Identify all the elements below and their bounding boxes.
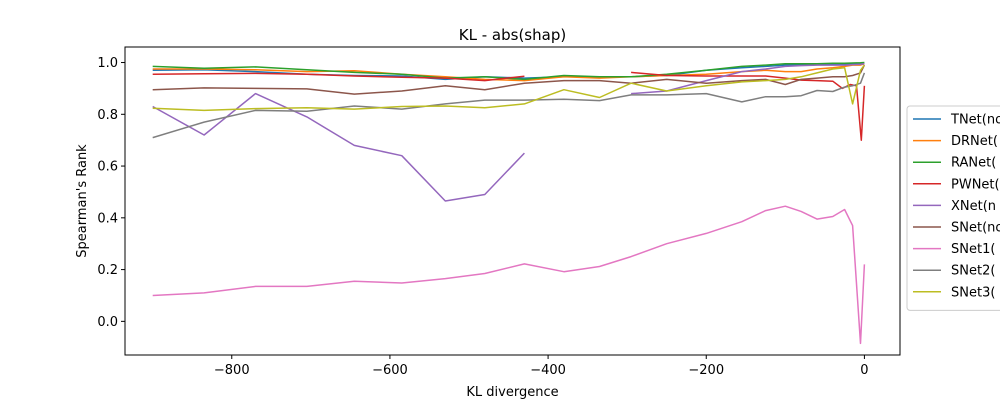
x-axis-ticks: −800 −600 −400 −200 0 xyxy=(214,355,869,378)
x-tick-label: −400 xyxy=(530,363,566,378)
x-axis-label: KL divergence xyxy=(466,385,558,400)
series-line-3-seg0 xyxy=(152,72,525,82)
series-line-3-seg1 xyxy=(631,71,866,141)
plot-lines xyxy=(152,61,866,345)
series-line-4-seg0 xyxy=(152,92,525,202)
plot-frame xyxy=(124,46,901,356)
series-line-5 xyxy=(152,64,866,95)
legend-label: SNet3( xyxy=(951,285,995,300)
legend-label: SNet1( xyxy=(951,242,995,257)
legend-label: RANet( xyxy=(951,156,996,171)
y-axis-ticks: 0.0 0.2 0.4 0.6 0.8 1.0 xyxy=(97,56,125,330)
series-line-4-seg1 xyxy=(631,63,865,95)
y-tick-label: 0.0 xyxy=(97,315,118,330)
y-tick-label: 1.0 xyxy=(97,56,118,71)
legend-box xyxy=(906,105,1000,311)
x-tick-label: −600 xyxy=(372,363,408,378)
legend-label: TNet(no xyxy=(950,113,1000,128)
x-tick-label: 0 xyxy=(860,363,868,378)
y-tick-label: 0.8 xyxy=(97,108,118,123)
legend-label: SNet2( xyxy=(951,264,995,279)
series-line-6 xyxy=(152,205,866,345)
legend-label: XNet(n xyxy=(951,199,996,214)
y-tick-label: 0.2 xyxy=(97,263,118,278)
chart-title: KL - abs(shap) xyxy=(459,26,566,44)
y-axis-label: Spearman's Rank xyxy=(75,144,90,258)
legend: TNet(no DRNet( RANet( PWNet( XNet(n SNet(no SN… xyxy=(906,105,1000,311)
series-line-8 xyxy=(152,64,866,112)
y-tick-label: 0.6 xyxy=(97,160,118,175)
series-line-2 xyxy=(152,61,865,81)
x-tick-label: −200 xyxy=(688,363,724,378)
x-tick-label: −800 xyxy=(214,363,250,378)
legend-label: SNet(no xyxy=(951,221,1000,236)
legend-label: PWNet( xyxy=(951,177,1000,192)
legend-label: DRNet( xyxy=(951,134,998,149)
series-line-7 xyxy=(152,72,866,139)
y-tick-label: 0.4 xyxy=(97,211,118,226)
